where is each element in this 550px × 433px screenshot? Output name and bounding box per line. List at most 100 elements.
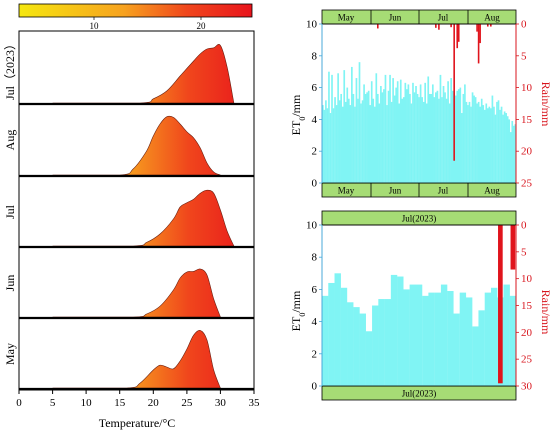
et-bar	[428, 93, 431, 183]
et-bar	[352, 93, 355, 183]
rain-bar	[376, 24, 379, 29]
x-tick-label: 5	[50, 397, 56, 409]
et-bar	[415, 284, 423, 386]
rain-tick-label: 25	[521, 354, 533, 366]
et-bar	[337, 73, 339, 183]
x-tick-label: 35	[249, 397, 261, 409]
et-bar	[387, 90, 390, 183]
et-bar	[485, 103, 488, 183]
et-bar	[338, 100, 341, 183]
et-bar	[438, 98, 440, 183]
x-axis-label: Temperature/°C	[99, 416, 176, 430]
et-bar	[447, 291, 454, 386]
month-label: Jun	[389, 13, 402, 23]
x-tick-label: 30	[215, 397, 227, 409]
et-bar	[351, 66, 353, 183]
rain-tick-label: 0	[521, 19, 527, 31]
et-bar	[392, 78, 394, 183]
et-bar	[334, 97, 336, 183]
et-bar	[366, 92, 368, 183]
x-tick-label: 15	[114, 397, 126, 409]
rain-bar	[476, 24, 478, 32]
month-label: Jul	[438, 13, 449, 23]
et-bar	[502, 114, 504, 183]
bottom-right-chart: Jul(2023) Jul(2023) 0 2 4 6 8 10 0 5 10 15 20 25 30…	[289, 210, 550, 401]
et-bar	[505, 113, 507, 183]
et-bar	[503, 111, 506, 183]
chart-title-bottom: Jul(2023)	[402, 389, 437, 399]
rain-tick-label: 5	[521, 246, 527, 258]
et-bar	[467, 105, 469, 183]
et-bar	[473, 95, 475, 183]
et-bar	[435, 92, 437, 183]
et-bar	[514, 124, 517, 183]
et-bar	[477, 101, 480, 183]
et-bar	[332, 108, 335, 183]
et-bar	[326, 108, 329, 183]
et-bar	[335, 105, 338, 183]
et-bar	[354, 106, 356, 183]
et-bar	[465, 101, 468, 183]
et-bar	[361, 100, 364, 183]
et-bar	[431, 84, 434, 183]
y-tick-label: 4	[312, 316, 318, 328]
et-bar	[340, 287, 348, 386]
et-bar	[434, 292, 442, 386]
et-bar	[441, 97, 443, 183]
ridge-panel: May	[3, 329, 254, 391]
et-bar	[424, 82, 427, 183]
rain-bar	[486, 24, 489, 27]
colorbar-tick-label: 10	[90, 21, 100, 31]
et-bar	[398, 103, 401, 183]
et-bar	[486, 108, 489, 183]
et-bar	[464, 84, 466, 183]
chart-title: Jul(2023)	[402, 214, 437, 224]
et-bar	[470, 106, 472, 183]
y-tick-label: 2	[312, 146, 318, 158]
right-y-axis-label: Rain/mm	[539, 290, 550, 335]
rain-bar	[457, 24, 460, 42]
et-bar	[451, 90, 454, 183]
et-bar	[395, 87, 397, 183]
panel-label: May	[3, 343, 17, 365]
rain-tick-label: 20	[521, 146, 533, 158]
month-label: May	[338, 186, 355, 196]
rain-bar	[498, 225, 503, 384]
month-label: Jul	[438, 186, 449, 196]
et-bar	[496, 101, 498, 183]
left-y-ticks: 0 2 4 6 8 10	[306, 19, 322, 190]
rain-tick-label: 25	[521, 178, 533, 190]
et-bar	[447, 81, 449, 183]
x-tick-label: 0	[16, 397, 22, 409]
left-y-axis-label: ET0/mm	[289, 290, 307, 331]
rain-tick-label: 15	[521, 300, 533, 312]
et-bar	[372, 305, 379, 386]
et-bar	[474, 97, 477, 183]
et-bar	[512, 125, 515, 183]
rain-tick-label: 5	[521, 50, 527, 62]
et-bar	[390, 101, 393, 183]
et-bar	[440, 284, 448, 386]
y-tick-label: 6	[312, 284, 318, 296]
month-label: Aug	[484, 186, 500, 196]
et-bar	[484, 292, 492, 386]
et-bar	[369, 105, 372, 183]
et-bar	[499, 109, 501, 183]
x-tick-label: 25	[181, 397, 193, 409]
et-bar	[322, 105, 324, 183]
et-bar	[380, 86, 382, 183]
rain-bar	[510, 225, 516, 270]
et-bar	[445, 98, 448, 183]
et-bar	[328, 71, 330, 183]
rain-tick-label: 0	[521, 220, 527, 232]
et-bar	[476, 103, 478, 183]
et-bar	[462, 93, 465, 183]
panel-label: Jun	[3, 275, 17, 292]
et-bar	[402, 97, 405, 183]
colorbar-gradient	[18, 3, 253, 18]
et-bar	[491, 95, 494, 183]
et-bar	[357, 98, 359, 183]
et-bar	[373, 106, 376, 183]
panel-label: Aug	[3, 130, 17, 151]
